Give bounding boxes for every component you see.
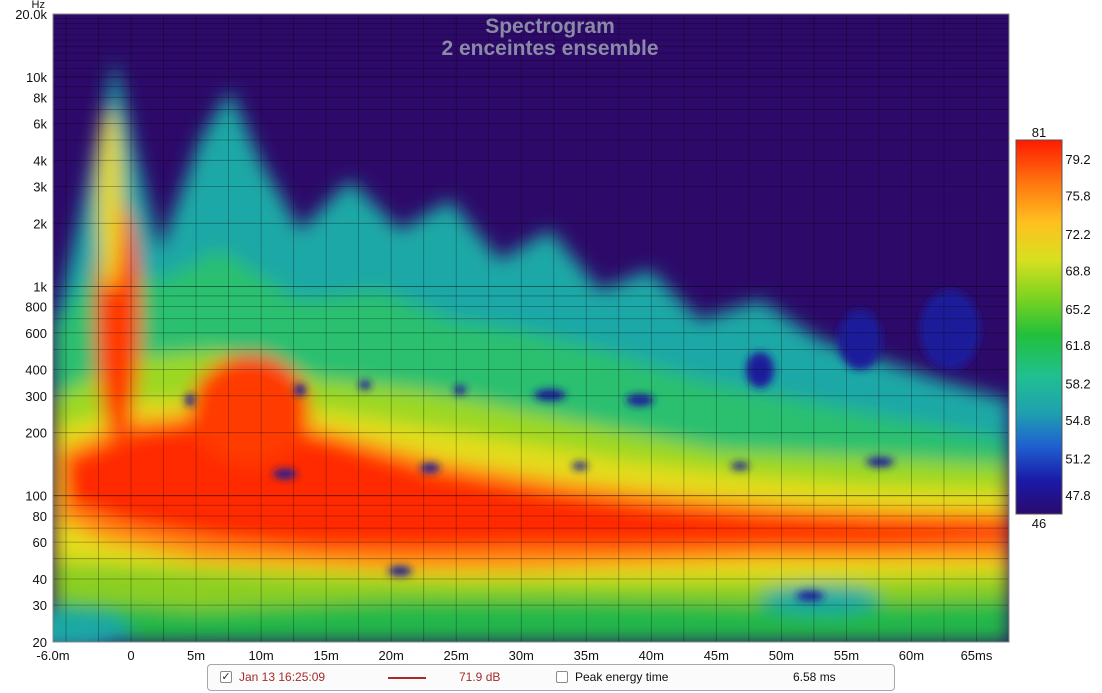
y-axis-ticks: 20.0k 10k 8k 6k 4k 3k 2k 1k 800 600 400 300 200 100 80…: [15, 7, 47, 650]
y-tick-label: 2k: [33, 216, 47, 231]
color-scale-tick-label: 72.2: [1065, 227, 1090, 242]
color-scale-tick-label: 51.2: [1065, 451, 1090, 466]
measurement-legend: ✓ Jan 13 16:25:09 71.9 dB Peak energy ti…: [207, 664, 895, 691]
spectrogram-chart: Spectrogram 2 enceintes ensemble Hz 20.0…: [15, 0, 1091, 660]
measurement-line-swatch: [388, 677, 426, 679]
y-tick-label: 4k: [33, 153, 47, 168]
y-tick-label: 6k: [33, 116, 47, 131]
y-tick-label: 30: [33, 598, 47, 613]
color-scale-tick-label: 79.2: [1065, 152, 1090, 167]
color-scale-tick-label: 68.8: [1065, 263, 1090, 278]
x-tick-label: 10m: [248, 648, 273, 660]
x-axis-ticks: -6.0m 0 5m 10m 15m 20m 25m 30m 35m 40m 45m 50m 55m 60…: [36, 648, 992, 660]
measurement-checkbox[interactable]: ✓: [220, 671, 232, 683]
peak-energy-checkbox[interactable]: [556, 671, 568, 683]
peak-energy-label[interactable]: Peak energy time: [575, 670, 669, 684]
peak-energy-value: 6.58 ms: [793, 670, 836, 684]
color-scale-bar: [1015, 139, 1063, 515]
x-tick-label: 50m: [769, 648, 794, 660]
chart-title: Spectrogram: [485, 15, 615, 38]
y-tick-label: 400: [25, 363, 47, 378]
y-tick-label: 10k: [26, 70, 47, 85]
y-tick-label: 3k: [33, 179, 47, 194]
y-tick-label: 8k: [33, 90, 47, 105]
y-tick-label: 800: [25, 300, 47, 315]
y-tick-label: 80: [33, 509, 47, 524]
color-scale-max: 81: [1032, 125, 1046, 140]
color-scale-tick-label: 54.8: [1065, 413, 1090, 428]
measurement-name[interactable]: Jan 13 16:25:09: [239, 670, 326, 684]
x-tick-label: 60m: [899, 648, 924, 660]
x-tick-label: 40m: [639, 648, 664, 660]
x-tick-label: 30m: [509, 648, 534, 660]
grid-lines: [53, 14, 1009, 642]
y-tick-label: 40: [33, 572, 47, 587]
y-tick-label: 60: [33, 535, 47, 550]
x-tick-label: 20m: [379, 648, 404, 660]
y-tick-label: 20.0k: [15, 7, 47, 22]
color-scale-tick-label: 58.2: [1065, 377, 1090, 392]
y-tick-label: 200: [25, 426, 47, 441]
x-tick-label: 0: [127, 648, 134, 660]
x-tick-label: 5m: [187, 648, 205, 660]
heatmap-area: [53, 14, 1009, 642]
chart-subtitle: 2 enceintes ensemble: [441, 37, 658, 60]
measurement-level: 71.9 dB: [459, 670, 501, 684]
y-axis-unit: Hz: [32, 0, 45, 11]
color-scale-ticks: 79.2 75.8 72.2 68.8 65.2 61.8 58.2 54.8 51.2 47.8: [1065, 152, 1090, 503]
x-tick-label: 35m: [574, 648, 599, 660]
x-tick-label: 15m: [313, 648, 338, 660]
color-scale: 81 46 79.2 75.8 72.2 68.8 65.2 61.8 58.2 54.8 51…: [1015, 125, 1091, 531]
x-tick-label: -6.0m: [36, 648, 69, 660]
color-scale-tick-label: 47.8: [1065, 488, 1090, 503]
y-tick-label: 1k: [33, 279, 47, 294]
y-tick-label: 300: [25, 389, 47, 404]
color-scale-tick-label: 65.2: [1065, 302, 1090, 317]
x-tick-label: 45m: [704, 648, 729, 660]
y-tick-label: 20: [33, 635, 47, 650]
x-tick-label: 55m: [834, 648, 859, 660]
x-tick-label: 65ms: [961, 648, 993, 660]
y-tick-label: 600: [25, 326, 47, 341]
color-scale-min: 46: [1032, 516, 1046, 531]
color-scale-tick-label: 75.8: [1065, 189, 1090, 204]
color-scale-tick-label: 61.8: [1065, 338, 1090, 353]
x-tick-label: 25m: [444, 648, 469, 660]
heatmap-minima: [185, 290, 980, 601]
plot-frame: [52, 13, 1010, 643]
y-tick-label: 100: [25, 489, 47, 504]
